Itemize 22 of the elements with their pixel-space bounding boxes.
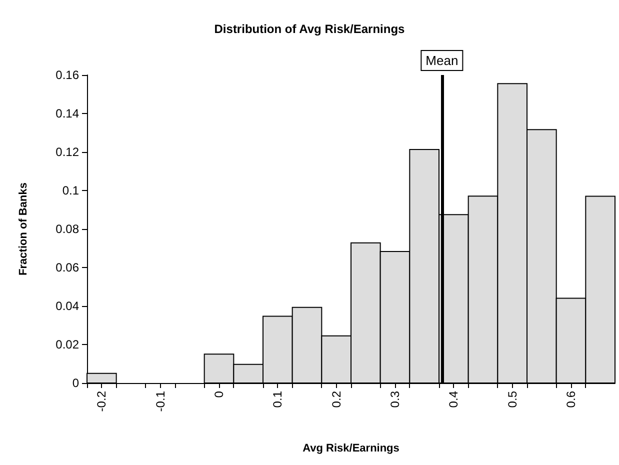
x-tick-label: -0.2 xyxy=(94,390,109,412)
y-tick-label: 0.14 xyxy=(56,106,80,120)
x-tick-label: 0.1 xyxy=(270,390,285,408)
y-axis-title: Fraction of Banks xyxy=(18,182,30,276)
y-tick-label: 0.04 xyxy=(56,299,80,313)
x-tick-label: -0.1 xyxy=(153,390,168,412)
y-tick-label: 0.08 xyxy=(56,222,80,236)
ref-line-label: Mean xyxy=(426,53,458,68)
y-tick-label: 0.06 xyxy=(56,260,80,274)
x-tick-label: 0.6 xyxy=(564,390,578,408)
y-tick-label: 0.12 xyxy=(56,145,80,159)
y-tick-label: 0.16 xyxy=(56,68,80,82)
x-tick-label: 0.2 xyxy=(329,390,344,408)
y-tick-label: 0.02 xyxy=(56,338,80,352)
y-tick-label: 0 xyxy=(72,376,80,390)
x-tick-label: 0.5 xyxy=(505,390,520,408)
x-tick-label: 0 xyxy=(212,390,226,398)
x-tick-label: 0.3 xyxy=(388,390,402,408)
y-tick-label: 0.1 xyxy=(62,184,80,198)
chart-title: Distribution of Avg Risk/Earnings xyxy=(214,22,406,36)
x-axis-title: Avg Risk/Earnings xyxy=(302,442,400,454)
x-tick-label: 0.4 xyxy=(446,390,461,408)
